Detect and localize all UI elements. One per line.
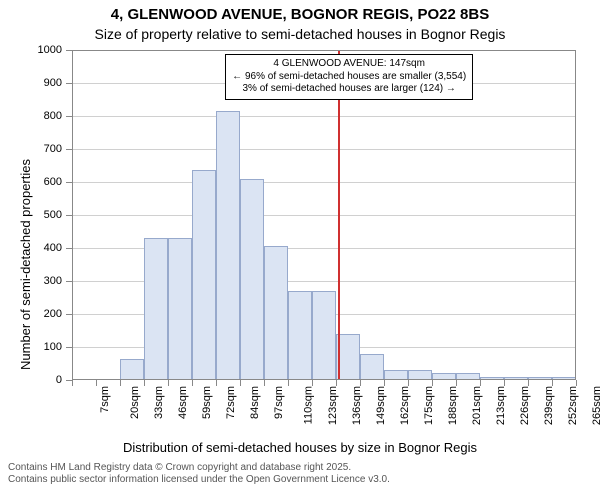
y-axis-label: Number of semi-detached properties bbox=[18, 159, 33, 370]
x-tick bbox=[72, 380, 73, 386]
x-tick-label: 265sqm bbox=[591, 386, 600, 425]
x-tick-label: 97sqm bbox=[273, 386, 285, 419]
annotation-line-1: 4 GLENWOOD AVENUE: 147sqm bbox=[232, 58, 466, 71]
x-tick bbox=[552, 380, 553, 386]
x-tick bbox=[288, 380, 289, 386]
histogram-bar bbox=[264, 246, 288, 380]
x-tick-label: 188sqm bbox=[447, 386, 459, 425]
histogram-bar bbox=[144, 238, 168, 380]
histogram-bar bbox=[552, 377, 576, 380]
x-tick-label: 72sqm bbox=[225, 386, 237, 419]
x-tick-label: 20sqm bbox=[129, 386, 141, 419]
x-tick bbox=[432, 380, 433, 386]
x-tick-label: 213sqm bbox=[495, 386, 507, 425]
x-tick-label: 239sqm bbox=[543, 386, 555, 425]
histogram-bar bbox=[432, 373, 456, 380]
x-tick bbox=[144, 380, 145, 386]
page-title: 4, GLENWOOD AVENUE, BOGNOR REGIS, PO22 8… bbox=[0, 6, 600, 23]
gridline bbox=[72, 116, 576, 117]
x-tick-label: 7sqm bbox=[99, 386, 111, 413]
histogram-bar bbox=[240, 179, 264, 380]
histogram-bar bbox=[528, 377, 552, 380]
x-tick-label: 252sqm bbox=[567, 386, 579, 425]
histogram-bar bbox=[504, 377, 528, 380]
annotation-line-3: 3% of semi-detached houses are larger (1… bbox=[232, 83, 466, 96]
y-tick-label: 700 bbox=[44, 143, 72, 155]
x-tick-label: 123sqm bbox=[327, 386, 339, 425]
x-tick bbox=[360, 380, 361, 386]
x-tick-label: 110sqm bbox=[302, 386, 314, 424]
histogram-bar bbox=[192, 170, 216, 380]
x-tick-label: 149sqm bbox=[375, 386, 387, 425]
y-tick-label: 200 bbox=[44, 308, 72, 320]
y-tick-label: 400 bbox=[44, 242, 72, 254]
y-tick-label: 600 bbox=[44, 176, 72, 188]
x-tick bbox=[456, 380, 457, 386]
x-tick bbox=[96, 380, 97, 386]
reference-line bbox=[338, 50, 340, 380]
histogram-bar bbox=[480, 377, 504, 380]
x-tick-label: 162sqm bbox=[399, 386, 411, 425]
y-tick-label: 800 bbox=[44, 110, 72, 122]
x-tick bbox=[504, 380, 505, 386]
histogram-bar bbox=[360, 354, 384, 380]
footer-attribution: Contains HM Land Registry data © Crown c… bbox=[8, 462, 390, 486]
histogram-plot: 010020030040050060070080090010007sqm20sq… bbox=[72, 50, 576, 380]
x-tick bbox=[192, 380, 193, 386]
histogram-bar bbox=[384, 370, 408, 380]
y-tick-label: 500 bbox=[44, 209, 72, 221]
histogram-bar bbox=[312, 291, 336, 380]
gridline bbox=[72, 215, 576, 216]
x-axis-label: Distribution of semi-detached houses by … bbox=[0, 440, 600, 455]
x-tick bbox=[168, 380, 169, 386]
histogram-bar bbox=[456, 373, 480, 380]
x-tick-label: 33sqm bbox=[153, 386, 165, 419]
annotation-box: 4 GLENWOOD AVENUE: 147sqm← 96% of semi-d… bbox=[225, 54, 473, 100]
x-tick bbox=[408, 380, 409, 386]
page-subtitle: Size of property relative to semi-detach… bbox=[0, 26, 600, 42]
x-tick-label: 46sqm bbox=[177, 386, 189, 419]
footer-line-1: Contains HM Land Registry data © Crown c… bbox=[8, 462, 390, 474]
x-tick bbox=[528, 380, 529, 386]
x-tick bbox=[384, 380, 385, 386]
y-tick-label: 0 bbox=[56, 374, 72, 386]
y-tick-label: 100 bbox=[44, 341, 72, 353]
histogram-bar bbox=[216, 111, 240, 380]
x-tick bbox=[312, 380, 313, 386]
x-tick-label: 84sqm bbox=[249, 386, 261, 419]
gridline bbox=[72, 149, 576, 150]
x-tick-label: 201sqm bbox=[471, 386, 483, 425]
x-tick-label: 59sqm bbox=[201, 386, 213, 419]
x-tick-label: 136sqm bbox=[351, 386, 363, 425]
x-tick bbox=[576, 380, 577, 386]
y-tick-label: 900 bbox=[44, 77, 72, 89]
x-tick bbox=[240, 380, 241, 386]
histogram-bar bbox=[288, 291, 312, 380]
x-tick-label: 175sqm bbox=[423, 386, 435, 425]
x-tick bbox=[480, 380, 481, 386]
x-tick bbox=[264, 380, 265, 386]
footer-line-2: Contains public sector information licen… bbox=[8, 474, 390, 486]
annotation-line-2: ← 96% of semi-detached houses are smalle… bbox=[232, 71, 466, 84]
histogram-bar bbox=[168, 238, 192, 380]
x-tick bbox=[216, 380, 217, 386]
y-tick-label: 1000 bbox=[38, 44, 72, 56]
x-tick-label: 226sqm bbox=[519, 386, 531, 425]
histogram-bar bbox=[120, 359, 144, 380]
x-tick bbox=[336, 380, 337, 386]
histogram-bar bbox=[408, 370, 432, 380]
gridline bbox=[72, 182, 576, 183]
y-tick-label: 300 bbox=[44, 275, 72, 287]
x-tick bbox=[120, 380, 121, 386]
